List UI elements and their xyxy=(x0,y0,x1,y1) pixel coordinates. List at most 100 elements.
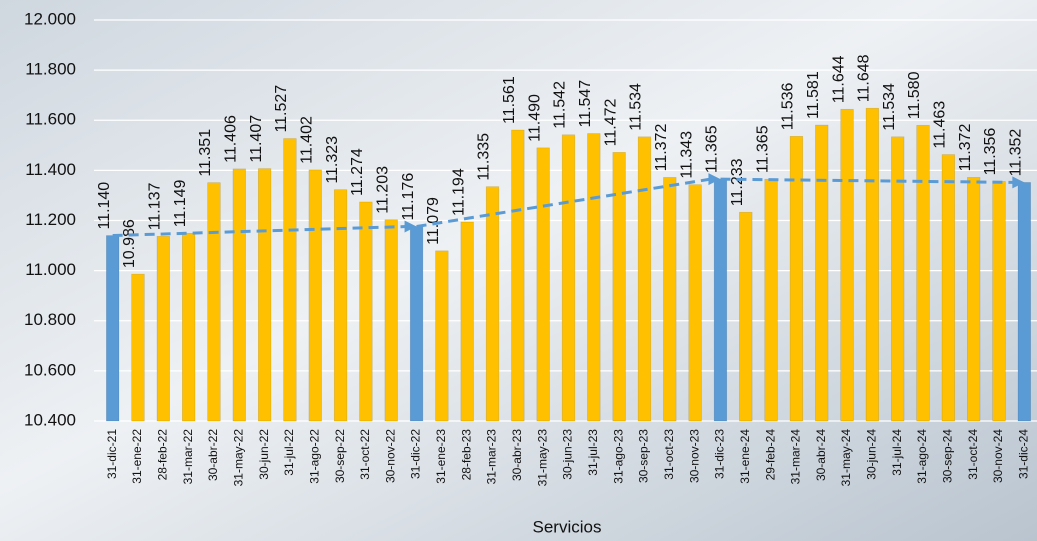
x-axis-label: Servicios xyxy=(533,517,602,536)
bar xyxy=(992,181,1006,422)
x-tick-label: 28-feb-23 xyxy=(459,429,473,481)
bar xyxy=(333,189,348,422)
bar xyxy=(739,211,753,422)
y-tick-label: 12.000 xyxy=(24,9,76,28)
value-label: 11.079 xyxy=(425,197,442,245)
bar xyxy=(663,177,677,422)
value-label: 11.140 xyxy=(96,182,113,230)
y-tick-label: 10.800 xyxy=(24,310,76,329)
bar xyxy=(536,147,550,422)
value-label: 11.536 xyxy=(780,82,797,130)
x-tick-label: 31-jul-22 xyxy=(282,429,296,476)
x-tick-label: 31-oct-22 xyxy=(358,429,372,480)
value-label: 11.203 xyxy=(374,166,391,214)
bar xyxy=(865,107,880,422)
x-tick-label: 28-feb-22 xyxy=(155,429,169,481)
x-tick-label: 31-mar-24 xyxy=(789,429,803,485)
value-label: 11.581 xyxy=(805,71,822,119)
y-tick-label: 11.800 xyxy=(25,60,76,79)
trend-arrowhead xyxy=(708,173,721,186)
bar xyxy=(815,124,829,422)
value-label: 11.407 xyxy=(248,115,265,163)
bar xyxy=(637,136,652,422)
bar xyxy=(587,133,601,422)
x-tick-label: 30-jun-22 xyxy=(257,429,271,480)
bar xyxy=(257,168,272,422)
bar xyxy=(283,138,297,422)
value-label: 11.149 xyxy=(172,179,189,227)
value-label: 11.490 xyxy=(526,94,543,142)
bar xyxy=(941,154,955,422)
bar xyxy=(713,178,728,422)
value-label: 11.648 xyxy=(856,54,873,102)
trend-arrowhead xyxy=(1012,176,1025,189)
bar xyxy=(207,182,221,422)
value-label: 11.527 xyxy=(273,85,290,133)
x-tick-label: 31-jul-23 xyxy=(586,429,600,476)
value-label: 11.351 xyxy=(197,129,214,177)
value-label: 11.137 xyxy=(147,182,164,230)
x-tick-label: 31-oct-24 xyxy=(966,429,980,480)
x-tick-label: 30-sep-22 xyxy=(333,429,347,483)
bar xyxy=(106,235,120,422)
bar xyxy=(435,250,449,422)
x-tick-label: 30-sep-24 xyxy=(941,429,955,483)
x-tick-label: 31-dic-21 xyxy=(105,429,119,479)
x-tick-label: 31-mar-22 xyxy=(181,429,195,485)
value-label: 11.463 xyxy=(932,101,949,149)
trend-arrow xyxy=(720,177,1015,184)
bar xyxy=(485,186,500,422)
x-tick-label: 30-abr-24 xyxy=(814,429,828,481)
x-tick-label: 30-nov-23 xyxy=(687,429,701,483)
value-label: 11.274 xyxy=(349,148,366,196)
value-label: 11.534 xyxy=(881,83,898,131)
trend-arrow xyxy=(112,225,407,238)
bar xyxy=(840,108,854,422)
value-label: 11.352 xyxy=(1008,129,1025,177)
x-tick-label: 31-ene-24 xyxy=(738,429,752,484)
x-tick-label: 31-dic-22 xyxy=(409,429,423,479)
bar xyxy=(182,232,196,422)
x-tick-label: 30-nov-24 xyxy=(991,429,1005,483)
value-label: 11.644 xyxy=(830,55,847,103)
bar xyxy=(688,184,702,422)
x-tick-label: 31-oct-23 xyxy=(662,429,676,480)
y-tick-label: 11.400 xyxy=(25,160,76,179)
x-tick-label: 31-may-22 xyxy=(231,429,245,487)
y-tick-label: 10.600 xyxy=(24,360,76,379)
x-tick-label: 30-jun-23 xyxy=(561,429,575,480)
x-tick-label: 31-ago-23 xyxy=(611,429,625,484)
bar xyxy=(384,219,398,422)
x-tick-label: 31-mar-23 xyxy=(485,429,499,485)
value-label: 11.323 xyxy=(324,136,341,184)
value-label: 11.194 xyxy=(450,168,467,216)
bar xyxy=(359,201,373,422)
y-tick-label: 10.400 xyxy=(24,410,76,429)
value-label: 11.365 xyxy=(754,125,771,173)
value-label: 11.372 xyxy=(653,124,670,172)
x-tick-label: 31-may-24 xyxy=(839,429,853,487)
bar xyxy=(967,177,981,422)
value-label: 11.372 xyxy=(957,124,974,172)
bar xyxy=(460,221,474,422)
x-tick-label: 30-abr-22 xyxy=(206,429,220,481)
y-tick-label: 11.200 xyxy=(25,210,76,229)
bar xyxy=(764,178,778,422)
bar xyxy=(891,136,905,422)
value-label: 11.335 xyxy=(476,133,493,181)
value-label: 11.402 xyxy=(298,116,315,164)
bar xyxy=(511,129,525,422)
bar xyxy=(612,152,626,422)
value-label: 11.233 xyxy=(729,158,746,206)
x-tick-label: 31-ago-24 xyxy=(915,429,929,484)
x-tick-label: 31-ago-22 xyxy=(307,429,321,484)
x-tick-label: 31-ene-22 xyxy=(130,429,144,484)
value-label: 11.176 xyxy=(400,173,417,221)
bar xyxy=(308,169,322,422)
y-tick-label: 11.600 xyxy=(25,110,76,129)
x-tick-label: 30-jun-24 xyxy=(865,429,879,480)
bar xyxy=(1017,182,1031,422)
value-label: 11.561 xyxy=(501,76,518,124)
